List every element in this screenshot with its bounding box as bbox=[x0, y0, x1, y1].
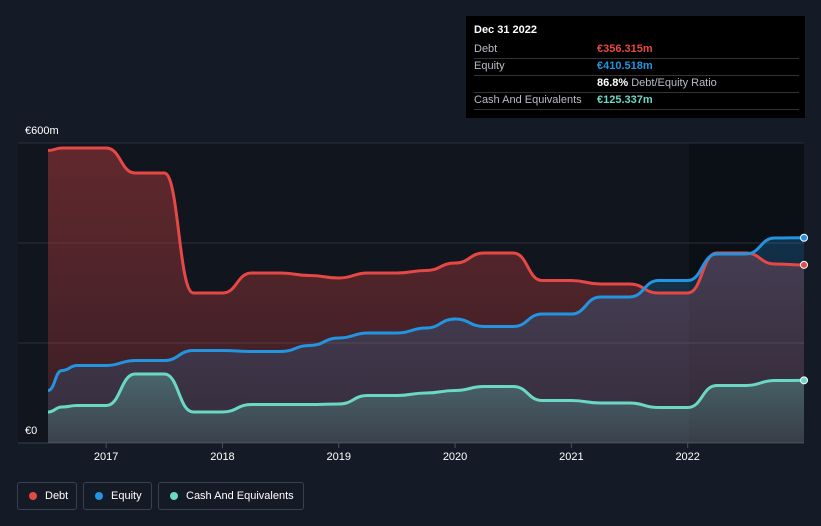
legend-debt[interactable]: Debt bbox=[17, 482, 77, 510]
legend-debt-label: Debt bbox=[45, 490, 69, 502]
debt-end-marker bbox=[800, 260, 808, 269]
x-tick-label: 2021 bbox=[559, 451, 584, 463]
x-tick-label: 2019 bbox=[326, 451, 351, 463]
y-axis-min-label: €0 bbox=[25, 425, 38, 437]
y-axis-max-label: €600m bbox=[25, 125, 59, 137]
cash-area bbox=[48, 374, 804, 443]
debt-dot-icon bbox=[29, 492, 37, 500]
tooltip-ratio-label: Debt/Equity Ratio bbox=[631, 77, 717, 89]
tooltip-row-debt: Debt €356.315m bbox=[474, 41, 799, 59]
legend-cash-label: Cash And Equivalents bbox=[186, 490, 294, 502]
tooltip-row-equity: Equity €410.518m bbox=[474, 58, 799, 76]
tooltip-equity-value: €410.518m bbox=[597, 60, 653, 72]
x-tick-label: 2022 bbox=[675, 451, 700, 463]
tooltip-row-cash: Cash And Equivalents €125.337m bbox=[474, 92, 799, 110]
equity-line[interactable] bbox=[47, 236, 805, 392]
tooltip-cash-label: Cash And Equivalents bbox=[474, 94, 582, 106]
tooltip-ratio-value: 86.8% bbox=[597, 77, 629, 89]
legend-equity-label: Equity bbox=[111, 490, 142, 502]
cash-end-marker bbox=[800, 376, 808, 385]
legend-cash[interactable]: Cash And Equivalents bbox=[158, 482, 304, 510]
equity-area bbox=[48, 237, 804, 443]
x-tick-label: 2020 bbox=[442, 451, 468, 463]
equity-dot-icon bbox=[95, 492, 103, 500]
legend-equity[interactable]: Equity bbox=[83, 482, 152, 510]
x-tick-label: 2017 bbox=[93, 451, 119, 463]
data-tooltip: Dec 31 2022 Debt €356.315m Equity €410.5… bbox=[466, 16, 805, 118]
tooltip-date: Dec 31 2022 bbox=[474, 24, 537, 36]
tooltip-ratio: 86.8% Debt/Equity Ratio bbox=[597, 77, 717, 89]
tooltip-debt-value: €356.315m bbox=[597, 43, 653, 55]
x-tick-marks bbox=[105, 443, 689, 448]
tooltip-cash-value: €125.337m bbox=[597, 94, 653, 106]
tooltip-debt-label: Debt bbox=[474, 43, 498, 55]
x-tick-label: 2018 bbox=[210, 451, 235, 463]
debt-line[interactable] bbox=[47, 146, 805, 295]
cash-dot-icon bbox=[170, 492, 178, 500]
equity-end-marker bbox=[800, 233, 808, 242]
cash-line[interactable] bbox=[47, 372, 805, 414]
tooltip-row-ratio: 86.8% Debt/Equity Ratio bbox=[474, 75, 799, 93]
tooltip-equity-label: Equity bbox=[474, 60, 505, 72]
